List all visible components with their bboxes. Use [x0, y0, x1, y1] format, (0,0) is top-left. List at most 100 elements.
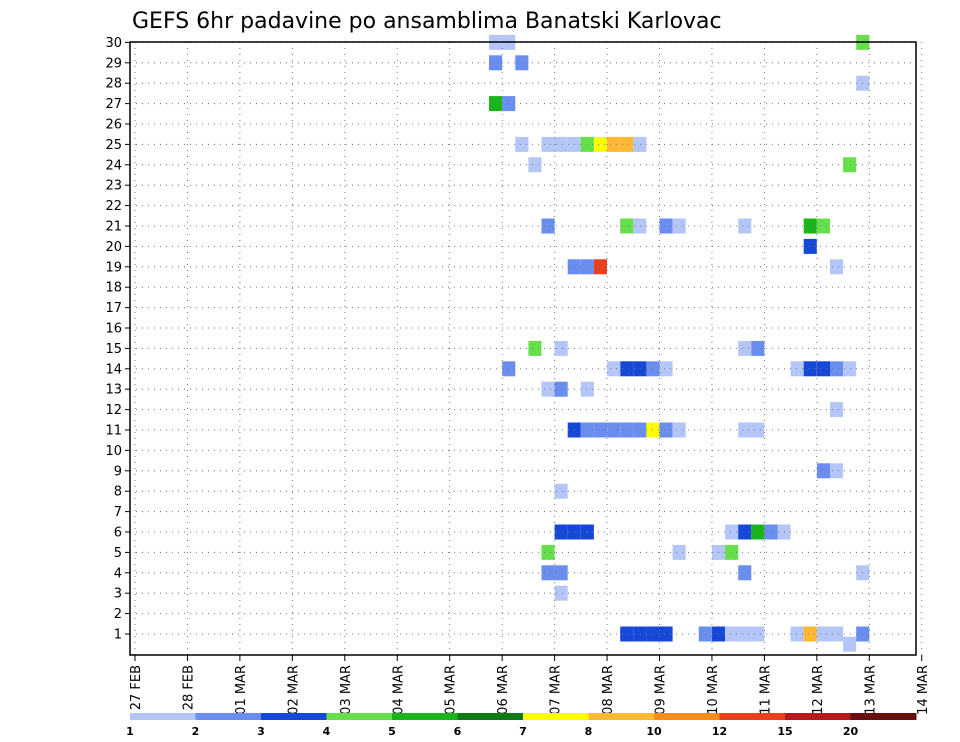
data-cell [738, 524, 752, 540]
y-tick-label: 6 [114, 526, 122, 541]
data-cell [803, 238, 817, 254]
data-cell [554, 483, 568, 499]
colorbar-segment [523, 713, 589, 720]
data-cell [607, 422, 621, 438]
colorbar: 1 2 3 4 5 6 7 8 10 12 15 20 [126, 713, 917, 738]
data-cell [515, 55, 529, 71]
colorbar-label: 20 [843, 725, 859, 738]
data-cell [803, 361, 817, 377]
data-cell [554, 565, 568, 581]
data-cell [830, 463, 844, 479]
y-tick-label: 9 [114, 464, 122, 479]
data-cell [725, 544, 739, 560]
y-tick-label: 1 [114, 628, 122, 643]
y-tick-label: 29 [105, 56, 122, 71]
y-tick-label: 16 [105, 322, 122, 337]
colorbar-label: 8 [585, 725, 593, 738]
data-cell [830, 402, 844, 418]
x-tick-label: 03 MAR [339, 665, 354, 715]
colorbar-segment [130, 713, 196, 720]
y-axis: 1234567891011121314151617181920212223242… [105, 36, 130, 643]
colorbar-segment [195, 713, 262, 720]
data-cell [725, 626, 739, 642]
data-cell [659, 422, 673, 438]
x-tick-label: 13 MAR [863, 665, 878, 715]
colorbar-segment [392, 713, 458, 720]
x-tick-label: 14 MAR [916, 665, 931, 715]
data-cell [633, 361, 647, 377]
data-cell [672, 544, 686, 560]
colorbar-label: 6 [454, 725, 462, 738]
data-cell [607, 361, 621, 377]
data-cell [607, 136, 621, 152]
colorbar-segment [457, 713, 524, 720]
colorbar-segment [326, 713, 393, 720]
colorbar-label: 7 [519, 725, 527, 738]
y-tick-label: 19 [105, 260, 122, 275]
data-cell [738, 218, 752, 234]
y-tick-label: 11 [105, 424, 122, 439]
colorbar-segment [785, 713, 851, 720]
colorbar-label: 12 [712, 725, 727, 738]
data-cell [803, 218, 817, 234]
data-cell [725, 524, 739, 540]
data-cell [528, 157, 542, 173]
y-tick-label: 21 [105, 220, 122, 235]
y-tick-label: 5 [114, 546, 122, 561]
data-cell [738, 422, 752, 438]
data-cell [843, 636, 857, 652]
data-cell [659, 361, 673, 377]
x-tick-label: 07 MAR [549, 665, 564, 715]
x-tick-label: 28 FEB [181, 665, 196, 710]
data-cell [830, 361, 844, 377]
data-cell [738, 626, 752, 642]
data-cell [698, 626, 712, 642]
data-cell [672, 218, 686, 234]
x-tick-label: 01 MAR [234, 665, 249, 715]
x-tick-label: 27 FEB [129, 665, 144, 710]
y-tick-label: 4 [114, 566, 122, 581]
data-cell [515, 136, 529, 152]
y-tick-label: 7 [114, 505, 122, 520]
y-tick-label: 12 [105, 403, 122, 418]
data-cell [633, 218, 647, 234]
data-cell [659, 626, 673, 642]
data-cell [751, 626, 765, 642]
data-cell [751, 524, 765, 540]
colorbar-label: 4 [323, 725, 331, 738]
y-tick-label: 25 [105, 138, 122, 153]
x-tick-label: 02 MAR [286, 665, 301, 715]
y-tick-label: 15 [105, 342, 122, 357]
x-tick-label: 05 MAR [444, 665, 459, 715]
grid-lines [130, 41, 923, 655]
data-cell [633, 422, 647, 438]
y-tick-label: 18 [105, 281, 122, 296]
y-tick-label: 22 [105, 199, 122, 214]
colorbar-segment [588, 713, 655, 720]
data-cell [580, 136, 594, 152]
data-cell [672, 422, 686, 438]
x-tick-label: 04 MAR [391, 665, 406, 715]
y-tick-label: 3 [114, 587, 122, 602]
data-cell [843, 157, 857, 173]
data-cell [554, 585, 568, 601]
chart-title: GEFS 6hr padavine po ansamblima Banatski… [132, 9, 722, 34]
y-tick-label: 27 [105, 97, 122, 112]
x-tick-label: 08 MAR [601, 665, 616, 715]
colorbar-segment [654, 713, 720, 720]
data-cell [593, 259, 607, 275]
y-tick-label: 20 [105, 240, 122, 255]
data-cell [541, 381, 555, 397]
x-tick-label: 09 MAR [654, 665, 669, 715]
data-cell [593, 422, 607, 438]
data-cell [751, 340, 765, 356]
data-cell [816, 218, 830, 234]
data-cell [489, 55, 503, 71]
x-tick-label: 10 MAR [706, 665, 721, 715]
data-cell [790, 626, 804, 642]
data-cell [528, 340, 542, 356]
data-cell [541, 565, 555, 581]
data-cell [843, 361, 857, 377]
data-cell [489, 96, 503, 112]
